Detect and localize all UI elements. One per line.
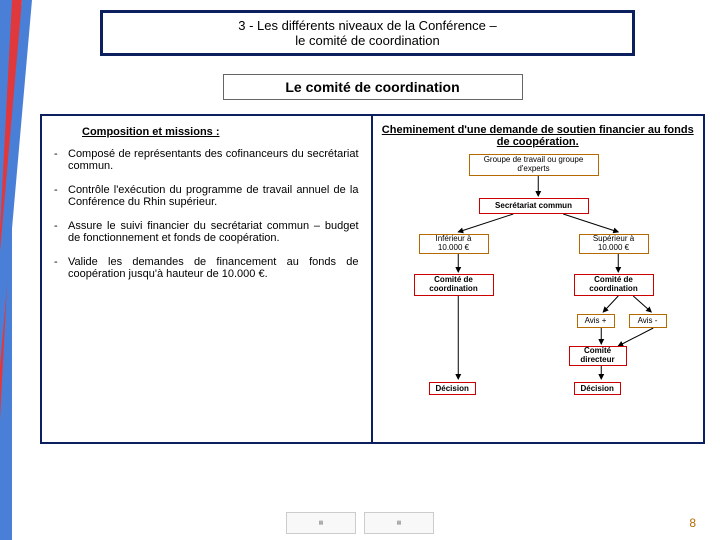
flowchart-column: Cheminement d'une demande de soutien fin… [373, 116, 704, 442]
list-item: -Valide les demandes de financement au f… [54, 256, 359, 280]
slide-title-box: 3 - Les différents niveaux de la Confére… [100, 10, 635, 56]
node-comite-coord-2: Comité de coordination [574, 274, 654, 296]
flowchart-heading: Cheminement d'une demande de soutien fin… [379, 124, 698, 148]
list-item: -Assure le suivi financier du secrétaria… [54, 220, 359, 244]
flowchart: Groupe de travail ou groupe d'experts Se… [379, 154, 698, 414]
node-superieur: Supérieur à 10.000 € [579, 234, 649, 254]
logo-icon: ▦ [286, 512, 356, 534]
page-number: 8 [689, 516, 696, 530]
node-comite-directeur: Comité directeur [569, 346, 627, 366]
node-comite-coord-1: Comité de coordination [414, 274, 494, 296]
node-decision-2: Décision [574, 382, 621, 395]
composition-heading: Composition et missions : [82, 126, 359, 138]
logo-icon: ▦ [364, 512, 434, 534]
footer-logos: ▦ ▦ [286, 512, 434, 534]
composition-column: Composition et missions : -Composé de re… [42, 116, 373, 442]
main-panel: Composition et missions : -Composé de re… [40, 114, 705, 444]
slide-subtitle: Le comité de coordination [223, 74, 523, 100]
list-item: -Contrôle l'exécution du programme de tr… [54, 184, 359, 208]
node-avis-plus: Avis + [577, 314, 615, 328]
node-groupe: Groupe de travail ou groupe d'experts [469, 154, 599, 176]
node-decision-1: Décision [429, 382, 476, 395]
node-secretariat: Secrétariat commun [479, 198, 589, 214]
node-avis-minus: Avis - [629, 314, 667, 328]
slide-title-line2: le comité de coordination [113, 33, 622, 48]
list-item: -Composé de représentants des cofinanceu… [54, 148, 359, 172]
slide-title-line1: 3 - Les différents niveaux de la Confére… [113, 18, 622, 33]
slide-content: 3 - Les différents niveaux de la Confére… [40, 10, 705, 505]
node-inferieur: Inférieur à 10.000 € [419, 234, 489, 254]
